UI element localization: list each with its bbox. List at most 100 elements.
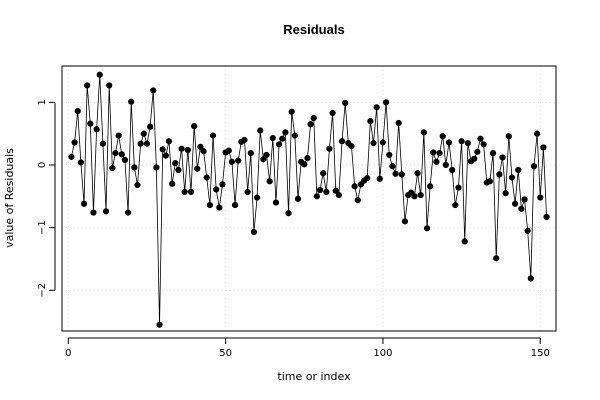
- data-point: [496, 171, 503, 178]
- y-tick-label: −2: [37, 283, 48, 298]
- data-point: [134, 181, 141, 189]
- data-point: [370, 139, 377, 147]
- data-point: [137, 140, 144, 147]
- data-point: [537, 194, 544, 201]
- data-point: [367, 118, 374, 125]
- data-point: [455, 184, 462, 191]
- data-point: [121, 156, 129, 164]
- data-point: [68, 153, 75, 160]
- data-point: [235, 157, 242, 164]
- data-point: [417, 191, 424, 199]
- data-point: [480, 141, 487, 148]
- x-tick-label: 50: [219, 348, 232, 359]
- data-point: [423, 225, 431, 232]
- y-axis: −2 −1 0 1: [37, 99, 56, 298]
- data-point: [276, 141, 283, 148]
- data-point: [430, 149, 437, 156]
- data-point: [493, 255, 500, 262]
- data-point: [452, 201, 459, 209]
- data-point: [225, 147, 232, 154]
- data-point: [348, 143, 355, 150]
- data-point: [464, 139, 471, 147]
- data-point: [326, 145, 333, 152]
- data-point: [386, 151, 393, 159]
- data-point: [150, 87, 157, 94]
- data-point: [304, 154, 311, 162]
- data-point: [524, 227, 531, 234]
- data-point: [439, 133, 446, 140]
- data-point: [294, 195, 302, 202]
- data-point: [433, 158, 440, 165]
- data-point: [364, 175, 371, 182]
- data-point: [159, 146, 166, 153]
- data-point: [172, 160, 179, 167]
- data-point: [102, 208, 110, 215]
- data-point: [335, 191, 342, 199]
- data-point: [241, 136, 248, 144]
- data-point: [502, 190, 509, 197]
- data-point: [87, 120, 94, 127]
- data-point: [178, 145, 185, 152]
- series-residuals: [68, 71, 550, 328]
- data-point: [74, 108, 81, 115]
- data-point: [187, 188, 195, 196]
- data-point: [285, 210, 292, 217]
- data-point: [461, 238, 468, 245]
- data-point: [338, 138, 346, 145]
- data-point: [93, 126, 100, 133]
- data-point: [376, 175, 383, 182]
- data-point: [420, 129, 427, 136]
- data-point: [401, 218, 409, 225]
- data-point: [395, 119, 402, 127]
- data-point: [398, 171, 405, 178]
- data-point: [474, 148, 481, 155]
- data-point: [489, 149, 497, 157]
- data-point: [291, 132, 298, 139]
- data-point: [153, 164, 160, 171]
- data-point: [320, 170, 327, 177]
- data-point: [414, 170, 421, 177]
- data-point: [213, 186, 220, 193]
- data-point: [471, 155, 478, 162]
- data-point: [527, 275, 534, 282]
- data-point: [216, 204, 223, 211]
- chart-title: Residuals: [283, 22, 344, 37]
- data-point: [124, 209, 132, 216]
- data-point: [84, 82, 91, 89]
- data-point: [250, 228, 258, 236]
- grid: [62, 66, 556, 331]
- data-point: [540, 144, 547, 151]
- data-point: [373, 104, 380, 111]
- data-point: [109, 165, 116, 172]
- data-point: [96, 71, 103, 78]
- data-point: [80, 200, 88, 207]
- data-point: [143, 140, 151, 147]
- data-point: [112, 149, 119, 157]
- data-point: [206, 201, 213, 209]
- data-point: [272, 199, 280, 206]
- data-point: [131, 164, 138, 171]
- data-point: [165, 138, 173, 145]
- data-point: [351, 183, 358, 190]
- data-point: [282, 129, 289, 136]
- data-point: [288, 108, 295, 115]
- data-point: [99, 140, 106, 147]
- data-point: [147, 123, 154, 130]
- data-point: [332, 187, 339, 194]
- data-point: [427, 183, 434, 190]
- data-point: [181, 188, 188, 196]
- data-point: [156, 321, 163, 328]
- data-point: [106, 82, 113, 89]
- data-point: [442, 161, 449, 169]
- data-point: [307, 121, 314, 128]
- data-point: [266, 178, 273, 185]
- series-line: [71, 74, 547, 325]
- data-point: [118, 151, 125, 158]
- data-point: [162, 152, 169, 159]
- plot-frame: [61, 65, 557, 332]
- data-point: [543, 213, 550, 221]
- data-point: [411, 193, 418, 200]
- data-point: [184, 146, 191, 154]
- data-point: [200, 148, 207, 155]
